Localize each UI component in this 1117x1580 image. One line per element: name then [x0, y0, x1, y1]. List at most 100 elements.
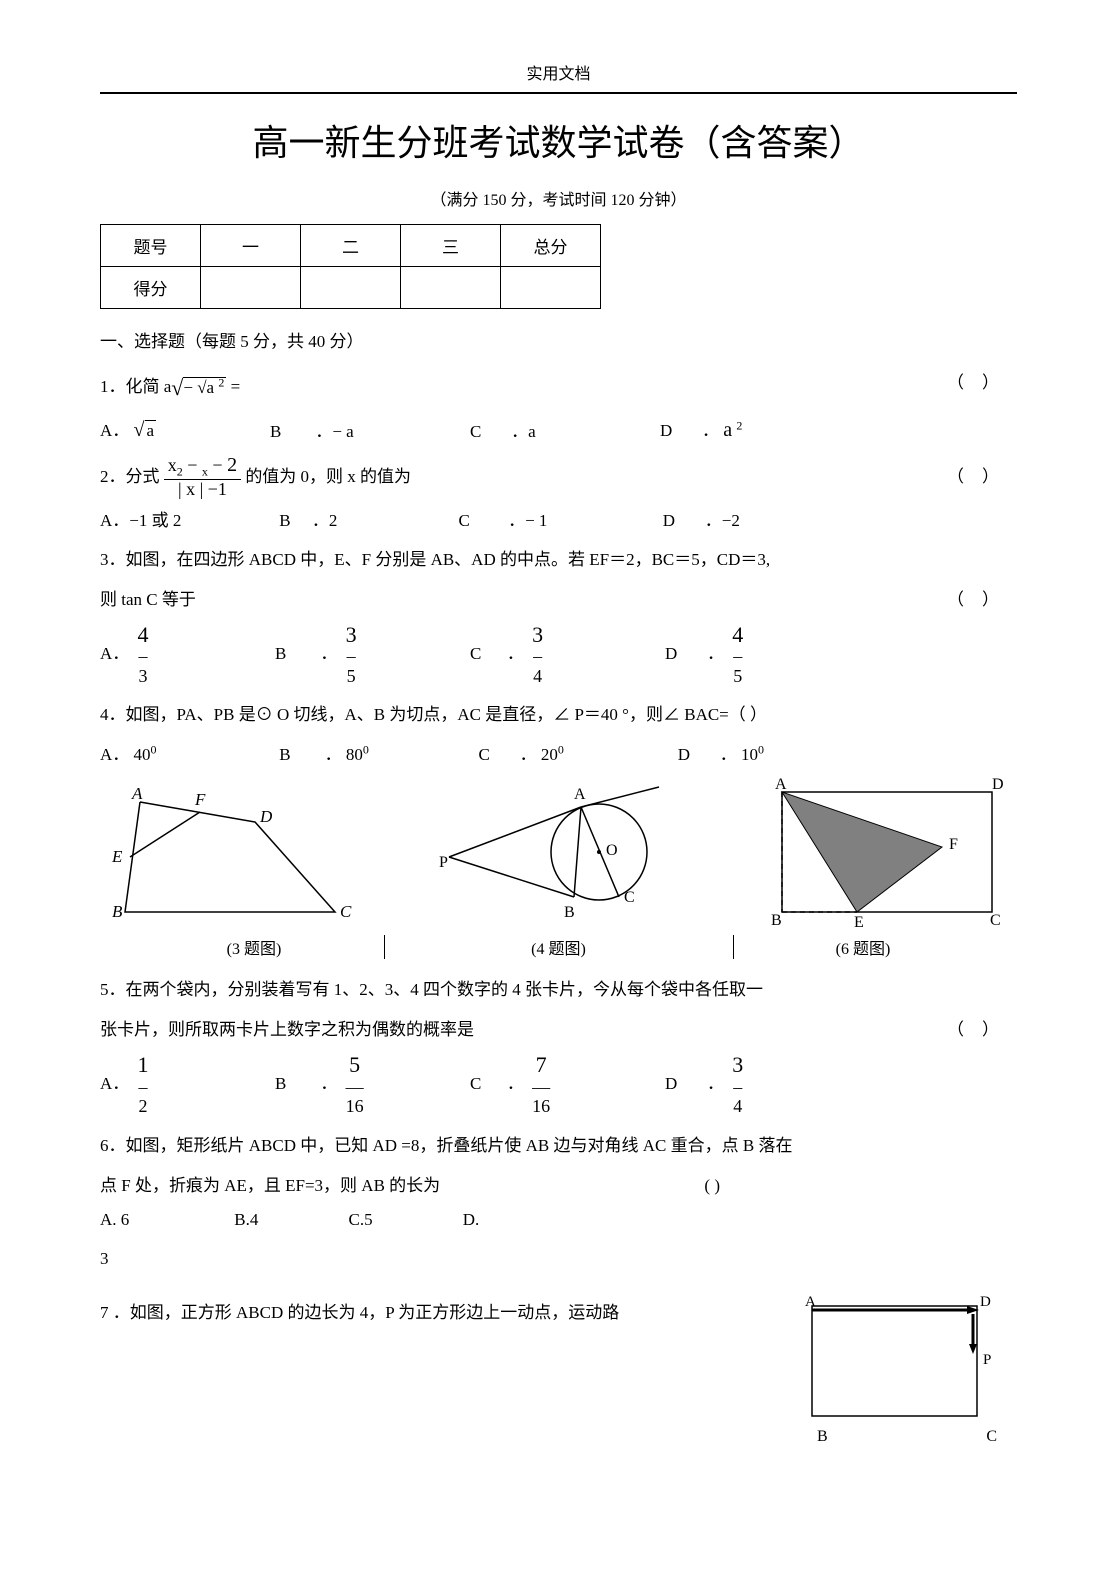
dot: ． [707, 643, 724, 662]
question-7-row: 7 ．如图，正方形 ABCD 的边长为 4，P 为正方形边上一动点，运动路 A … [100, 1296, 1017, 1446]
opt-label: B [279, 511, 290, 530]
label-a: A [775, 777, 787, 793]
opt-label: B [270, 422, 281, 441]
opt-label: C [470, 1074, 481, 1093]
minus: − [183, 455, 202, 475]
num: 4 [728, 623, 747, 647]
num: 3 [728, 1053, 747, 1077]
section-1-header: 一、选择题（每题 5 分，共 40 分） [100, 327, 1017, 352]
page-header: 实用文档 [100, 60, 1017, 84]
label-p: P [983, 1352, 991, 1368]
opt-c: C.5 [349, 1210, 459, 1230]
q-num: 4． [100, 705, 126, 724]
opt-a: A. 6 [100, 1210, 230, 1230]
exam-subtitle: （满分 150 分，考试时间 120 分钟） [100, 186, 1017, 210]
opt-label: C [459, 511, 470, 530]
figure-row: A F D E B C A B C O P [100, 777, 1017, 927]
num: 3 [342, 623, 361, 647]
dot: ． [325, 745, 342, 764]
opt-b: 2 [329, 511, 338, 530]
den: 5 [342, 667, 361, 687]
q-text: 化简 a [126, 377, 172, 396]
q-text: 如图，矩形纸片 ABCD 中，已知 AD =8，折叠纸片使 AB 边与对角线 A… [126, 1136, 793, 1155]
answer-paren: （） [947, 460, 1017, 494]
label-b: B [112, 902, 123, 921]
opt-label: D [678, 745, 690, 764]
subtitle-suffix: 分钟） [639, 192, 687, 209]
dot: ． [511, 422, 528, 441]
answer-paren: （） [947, 366, 1017, 400]
degree: 0 [758, 743, 764, 757]
score-cell [401, 267, 501, 309]
dot: ． [315, 422, 332, 441]
answer-paren: ( ) [704, 1176, 720, 1195]
q6-options: A. 6 B.4 C.5 D. [100, 1209, 1017, 1230]
q4-options: A． 400 B ． 800 C ． 200 D ． 100 [100, 740, 1017, 765]
question-3: 3．如图，在四边形 ABCD 中，E、F 分别是 AB、AD 的中点。若 EF＝… [100, 543, 1017, 577]
opt-b: 80 [346, 745, 363, 764]
label-b: B [817, 1428, 828, 1446]
figure-7: A D P B C [797, 1296, 1017, 1446]
dot: ． [507, 1074, 524, 1093]
col-header: 三 [401, 225, 501, 267]
question-3-line2: 则 tan C 等于 （） [100, 583, 1017, 617]
label-c: C [624, 889, 635, 906]
dot: ． [507, 643, 524, 662]
opt-label: D [665, 1074, 677, 1093]
question-6: 6．如图，矩形纸片 ABCD 中，已知 AD =8，折叠纸片使 AB 边与对角线… [100, 1129, 1017, 1163]
question-2: 2．分式 x2 − x − 2 | x | −1 的值为 0，则 x 的值为 （… [100, 454, 1017, 500]
degree: 0 [558, 743, 564, 757]
dot: ． [320, 1074, 337, 1093]
opt-b: − a [332, 422, 353, 441]
dot: ． [320, 643, 337, 662]
opt-a: 40 [134, 745, 151, 764]
q-text: 则 tan C 等于 [100, 590, 196, 609]
score-cell [301, 267, 401, 309]
num: 7 [528, 1053, 554, 1077]
label-c: C [990, 912, 1001, 927]
label-a: A [574, 786, 586, 803]
num: 1 [134, 1053, 153, 1077]
q-num: 6． [100, 1136, 126, 1155]
question-6-line2: 点 F 处，折痕为 AE，且 EF=3，则 AB 的长为 ( ) [100, 1169, 1017, 1203]
opt-label: D [665, 643, 677, 662]
den: 3 [134, 667, 153, 687]
degree: 0 [363, 743, 369, 757]
q-tail: 的值为 0，则 x 的值为 [245, 460, 411, 494]
subtitle-prefix: （满分 [430, 192, 478, 209]
frac-d: | x | −1 [164, 480, 241, 500]
opt-label: D [660, 421, 672, 440]
label-c: C [986, 1428, 997, 1446]
opt-a: −1 或 2 [129, 511, 181, 530]
q-num: 1． [100, 377, 126, 396]
full-score: 150 [482, 192, 506, 209]
dot: ． [312, 511, 329, 530]
opt-label: A． [100, 511, 129, 530]
opt-c: 20 [541, 745, 558, 764]
rectangle-fold-diagram: A D B E C F [757, 777, 1017, 927]
figure-captions: (3 题图) (4 题图) (6 题图) [100, 931, 1017, 959]
opt-label: A． [100, 1074, 129, 1093]
label-b: B [771, 912, 782, 927]
den: 2 [134, 1097, 153, 1117]
label-e: E [111, 847, 123, 866]
two: 2 [227, 454, 237, 476]
label-f: F [949, 836, 958, 853]
q1-options: A． √a B ．− a C ．a D ． a 2 [100, 416, 1017, 442]
question-7: 7 ．如图，正方形 ABCD 的边长为 4，P 为正方形边上一动点，运动路 [100, 1296, 797, 1330]
den: 5 [728, 667, 747, 687]
label-a: A [805, 1296, 816, 1310]
subtitle-mid: 分，考试时间 [510, 192, 606, 209]
q-num: 5． [100, 980, 126, 999]
question-4: 4．如图，PA、PB 是⊙ O 切线，A、B 为切点，AC 是直径，∠ P＝40… [100, 698, 1017, 732]
question-5: 5．在两个袋内，分别装着写有 1、2、3、4 四个数字的 4 张卡片，今从每个袋… [100, 973, 1017, 1007]
q-text: 在两个袋内，分别装着写有 1、2、3、4 四个数字的 4 张卡片，今从每个袋中各… [126, 980, 764, 999]
label-e: E [854, 914, 864, 927]
table-row: 题号 一 二 三 总分 [101, 225, 601, 267]
q-text: 如图，PA、PB 是⊙ O 切线，A、B 为切点，AC 是直径，∠ P＝40 °… [126, 705, 768, 724]
exponent: 2 [736, 418, 742, 432]
dot: ． [520, 745, 537, 764]
dot: ． [702, 421, 719, 440]
question-1: 1．化简 a √− √a 2 = （） [100, 366, 1017, 410]
opt-d: −2 [722, 511, 740, 530]
